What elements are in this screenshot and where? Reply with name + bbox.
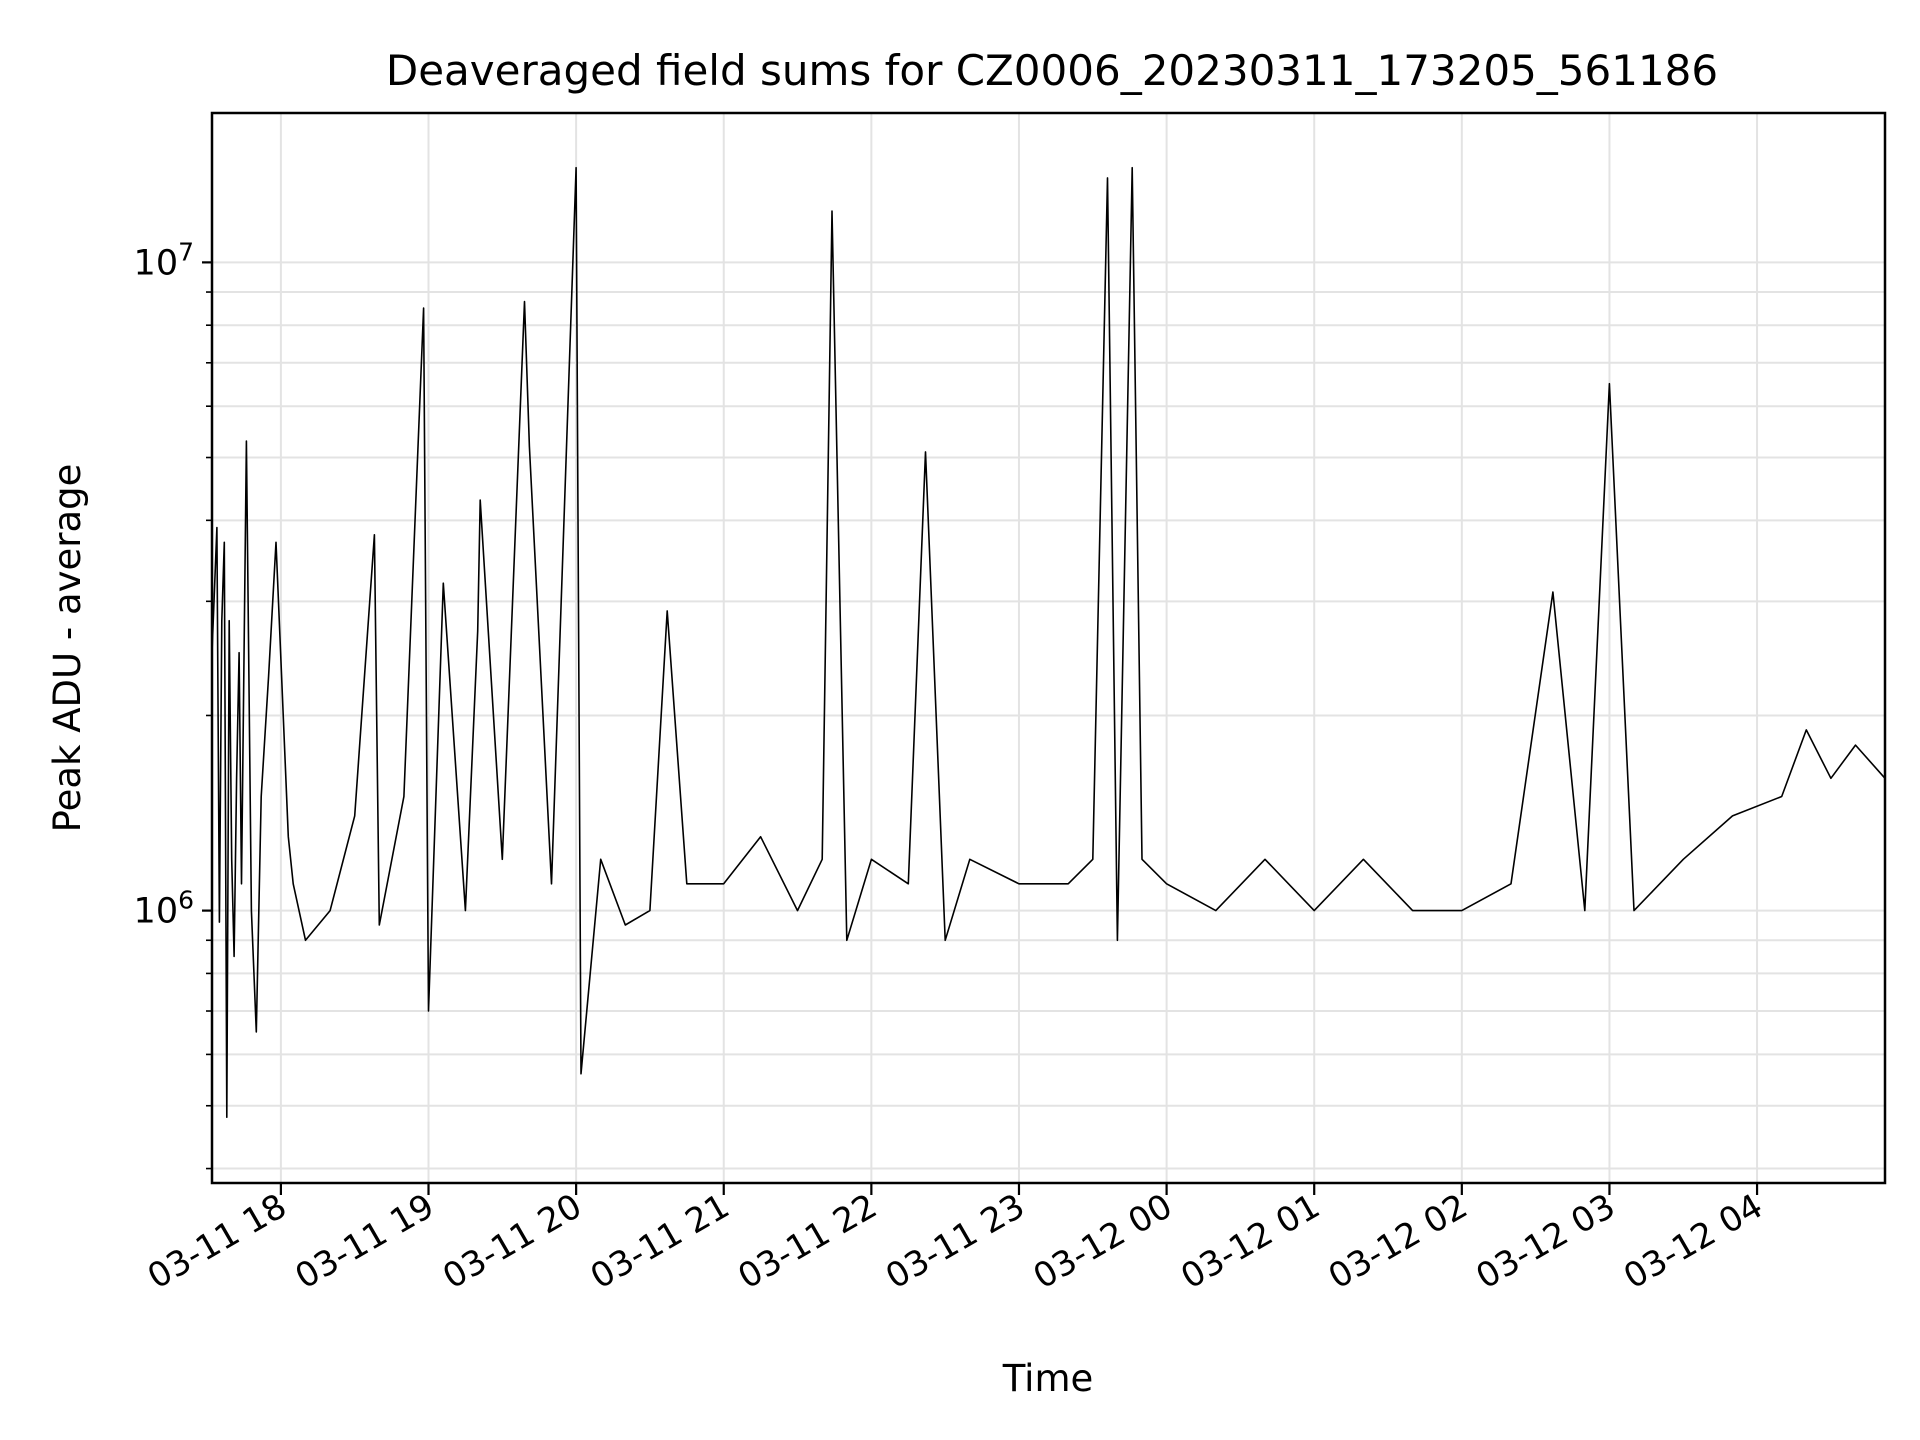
chart-title: Deaveraged field sums for CZ0006_2023031… — [386, 46, 1718, 95]
series-layer — [211, 166, 1886, 1118]
y-tick-label: 106 — [134, 886, 194, 932]
x-axis-label: Time — [1002, 1357, 1094, 1400]
series-line — [211, 166, 1886, 1118]
y-axis-label: Peak ADU - average — [46, 464, 89, 833]
y-tick-label: 107 — [134, 237, 194, 283]
